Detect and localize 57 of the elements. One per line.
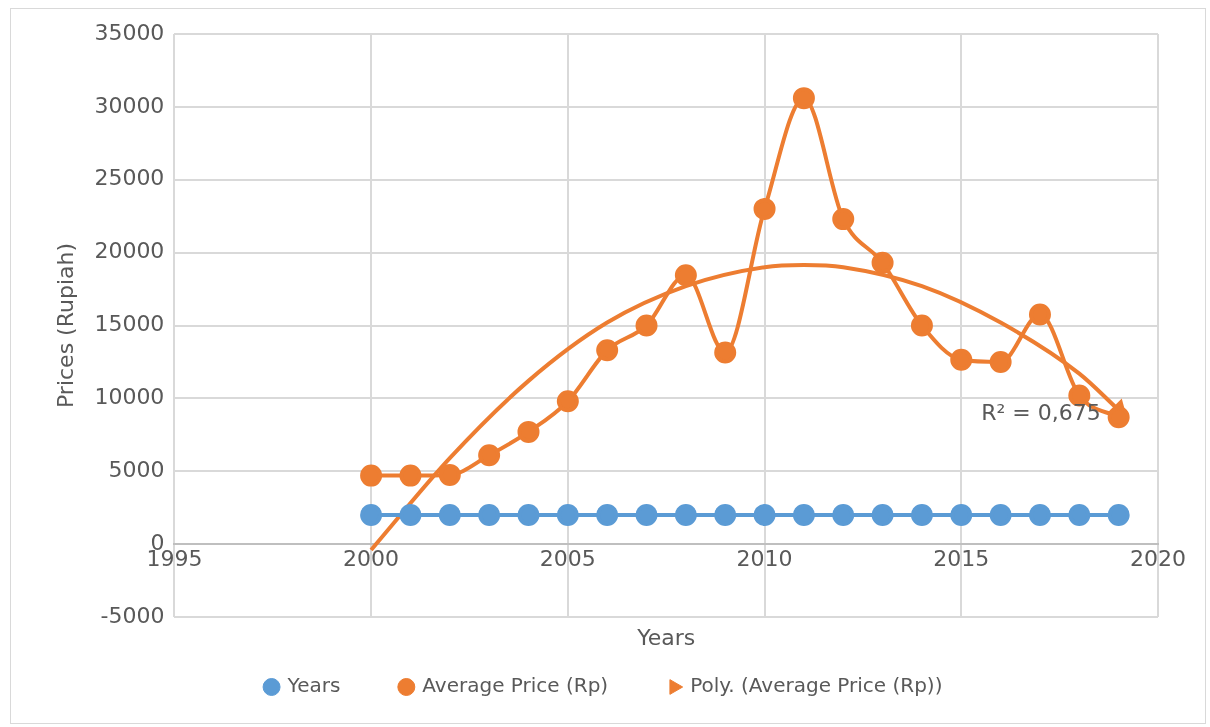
y-tick-label: -5000 [100,602,165,628]
point [950,348,973,371]
y-tick-label: 35000 [94,19,165,45]
point [478,503,501,526]
legend-label: Average Price (Rp) [422,673,609,698]
x-tick-label: 2010 [736,546,793,572]
y-tick-label: 10000 [94,384,165,410]
point [674,264,697,287]
point [1068,503,1091,526]
point [596,503,619,526]
point [438,463,461,486]
legend-label: Poly. (Average Price (Rp)) [690,673,943,698]
point [792,503,815,526]
point [871,251,894,274]
point [1107,503,1130,526]
point [792,87,815,110]
annotation: R² = 0,675 [981,399,1101,425]
point [556,390,579,413]
point [910,314,933,337]
point [438,503,461,526]
y-tick-label: 25000 [94,165,165,191]
point [1028,303,1051,326]
point [910,503,933,526]
point [832,503,855,526]
point [635,503,658,526]
point [871,503,894,526]
point [360,503,383,526]
x-tick-label: 2005 [539,546,596,572]
legend-label: Years [286,673,341,698]
point [1028,503,1051,526]
y-tick-label: 5000 [108,456,165,482]
point [596,339,619,362]
point [950,503,973,526]
x-axis-title: Years [636,624,696,650]
y-tick-label: 20000 [94,238,165,264]
point [478,444,501,467]
point [714,341,737,364]
point [674,503,697,526]
point [517,503,540,526]
point [635,314,658,337]
point [556,503,579,526]
y-tick-label: 15000 [94,311,165,337]
point [753,503,776,526]
point [399,503,422,526]
point [517,420,540,443]
point [989,503,1012,526]
point [753,197,776,220]
y-axis-title: Prices (Rupiah) [52,242,78,409]
point [989,350,1012,373]
point [399,464,422,487]
x-tick-label: 2020 [1130,546,1186,572]
x-tick-label: 2000 [343,546,400,572]
point [360,464,383,487]
point [832,208,855,231]
x-tick-label: 2015 [933,546,990,572]
y-tick-label: 30000 [94,92,165,118]
point [714,503,737,526]
